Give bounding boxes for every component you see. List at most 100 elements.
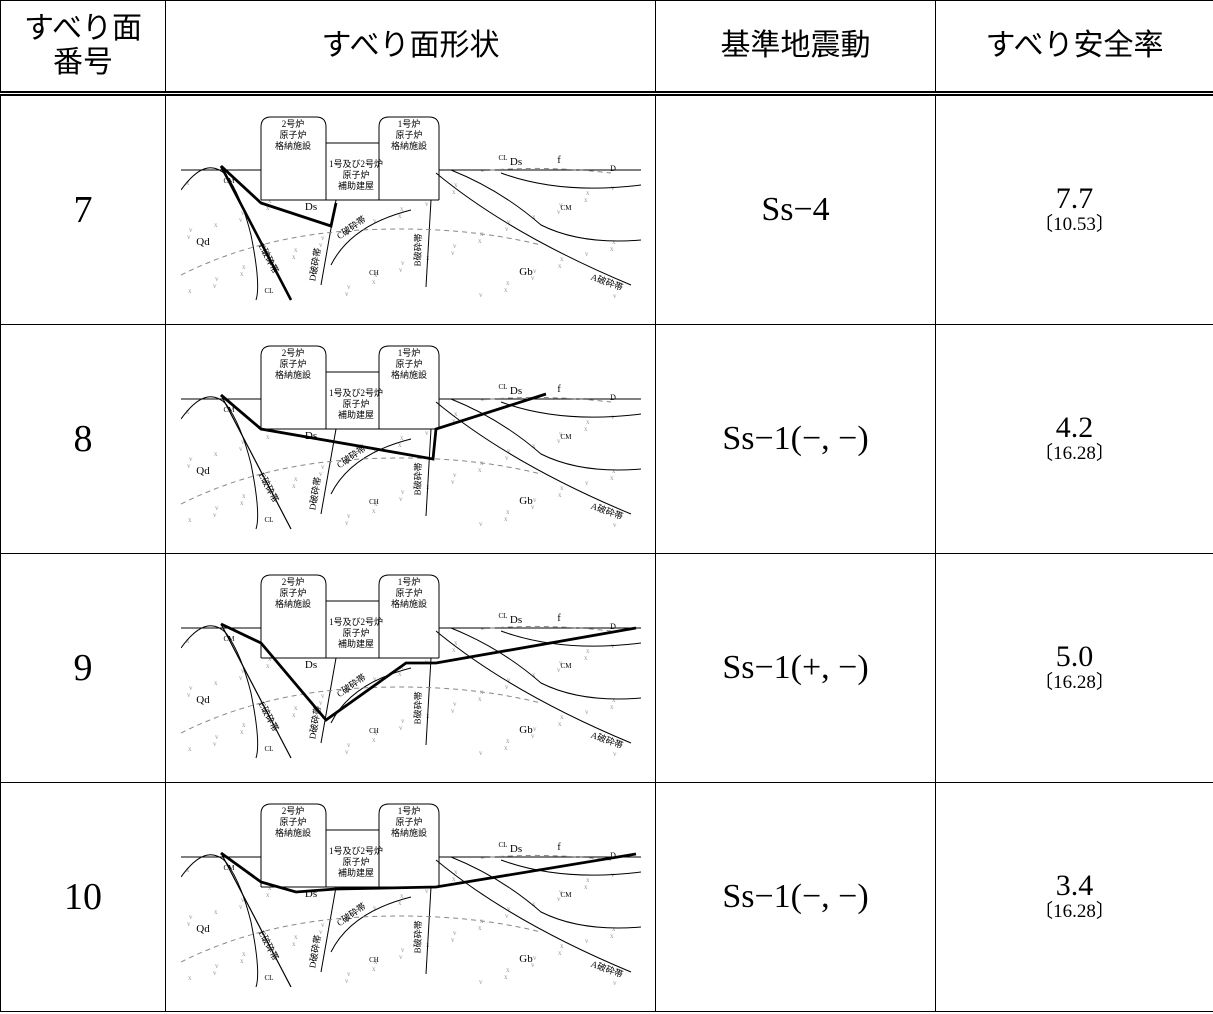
diagram-label: Ds — [304, 201, 316, 213]
safety-reference: 〔16.28〕 — [1034, 672, 1115, 693]
ground-motion: Ss−1(−, −) — [655, 782, 936, 1012]
diagram-shape — [378, 574, 439, 658]
diagram-shape — [330, 438, 411, 495]
diagram-label: Ds — [509, 385, 521, 397]
diagram-shape: v — [399, 724, 403, 732]
diagram-shape: v — [479, 291, 483, 299]
diagram-shape — [180, 686, 541, 734]
diagram-label: 格納施設 — [274, 140, 310, 151]
diagram-shape — [330, 667, 411, 724]
slip-diagram: x v x v x v x v x v x v x v x v x v x v x v x v x v x v x v x v x v x v x v x v… — [180, 803, 641, 988]
diagram-shape: v — [451, 478, 455, 486]
diagram-shape: x — [374, 958, 378, 966]
diagram-shape — [378, 803, 439, 887]
diagram-shape: x — [188, 974, 192, 982]
diagram-shape — [500, 859, 641, 876]
safety-cell: 5.0 〔16.28〕 — [935, 553, 1213, 783]
diagram-shape: v — [321, 234, 325, 242]
diagram-shape: v — [373, 217, 377, 225]
diagram-label: E破砕帯 — [256, 470, 281, 504]
diagram-label: CL — [264, 516, 273, 524]
diagram-shape: x — [186, 866, 190, 874]
diagram-shape: x — [266, 662, 270, 670]
diagram-shape: v — [531, 274, 535, 282]
diagram-shape — [260, 803, 326, 887]
diagram-label: CM — [560, 433, 572, 441]
diagram-label: CM — [560, 204, 572, 212]
diagram-label: Gb — [519, 724, 533, 736]
diagram-shape — [435, 859, 631, 973]
diagram-shape: v — [613, 750, 617, 758]
diagram-shape: v — [189, 226, 193, 234]
diagram-shape — [219, 165, 292, 301]
diagram-shape: v — [507, 218, 511, 226]
diagram-shape — [325, 142, 379, 200]
diagram-label: 1号及び2号炉 — [328, 387, 382, 398]
slip-shape-cell: x v x v x v x v x v x v x v x v x v x v x v x v x v x v x v x v x v x v x v x v… — [165, 93, 656, 325]
diagram-shape: v — [347, 512, 351, 520]
diagram-label: f — [557, 155, 561, 166]
diagram-shape: x — [478, 237, 482, 245]
diagram-label: 格納施設 — [274, 369, 310, 380]
diagram-shape: x — [610, 474, 614, 482]
diagram-shape: v — [241, 896, 245, 904]
diagram-shape: x — [374, 500, 378, 508]
diagram-shape: v — [453, 929, 457, 937]
diagram-shape: v — [319, 699, 323, 707]
diagram-shape: v — [215, 962, 219, 970]
diagram-shape: x — [346, 916, 350, 924]
diagram-label: CH — [369, 727, 379, 735]
diagram-label: CL — [498, 154, 507, 162]
diagram-shape: v — [613, 521, 617, 529]
diagram-shape: v — [241, 438, 245, 446]
slip-number: 7 — [0, 93, 166, 325]
diagram-label: 2号炉 — [281, 805, 304, 816]
diagram-shape: v — [189, 913, 193, 921]
diagram-shape — [180, 915, 541, 963]
diagram-shape: v — [239, 445, 243, 453]
diagram-shape: v — [239, 903, 243, 911]
diagram-label: Ds — [509, 614, 521, 626]
diagram-shape: x — [400, 434, 404, 442]
diagram-label: 1号及び2号炉 — [328, 616, 382, 627]
diagram-shape: v — [531, 732, 535, 740]
diagram-shape — [219, 622, 636, 722]
slip-shape-cell: x v x v x v x v x v x v x v x v x v x v x v x v x v x v x v x v x v x v x v x v… — [165, 553, 656, 783]
diagram-shape: x — [348, 680, 352, 688]
diagram-shape: x — [584, 425, 588, 433]
diagram-shape — [219, 394, 292, 530]
diagram-shape: v — [321, 463, 325, 471]
diagram-shape: x — [504, 973, 508, 981]
diagram-shape — [500, 630, 641, 647]
diagram-shape: x — [374, 271, 378, 279]
diagram-shape: v — [585, 250, 589, 258]
diagram-shape — [425, 657, 431, 746]
ground-motion: Ss−1(+, −) — [655, 553, 936, 783]
diagram-shape: x — [452, 417, 456, 425]
safety-factor: 5.0 — [1055, 640, 1094, 673]
diagram-shape: x — [188, 287, 192, 295]
diagram-label: Ds — [509, 156, 521, 168]
diagram-shape: v — [267, 716, 271, 724]
diagram-shape: v — [505, 683, 509, 691]
diagram-shape: v — [345, 290, 349, 298]
diagram-shape: v — [507, 676, 511, 684]
diagram-label: 2号炉 — [281, 347, 304, 358]
diagram-label: 原子炉 — [342, 856, 369, 867]
diagram-label: E破砕帯 — [256, 928, 281, 962]
diagram-label: Ds — [509, 843, 521, 855]
diagram-label: CH — [369, 498, 379, 506]
diagram-shape: x — [214, 679, 218, 687]
diagram-label: 格納施設 — [274, 598, 310, 609]
diagram-label: CM — [223, 864, 235, 872]
diagram-label: C破砕帯 — [334, 900, 367, 928]
diagram-shape — [219, 392, 546, 461]
diagram-shape: x — [532, 900, 536, 908]
diagram-shape — [425, 199, 431, 288]
diagram-shape: x — [346, 687, 350, 695]
diagram-shape: v — [401, 259, 405, 267]
diagram-shape: v — [373, 904, 377, 912]
diagram-shape — [320, 657, 336, 744]
diagram-shape: v — [557, 895, 561, 903]
